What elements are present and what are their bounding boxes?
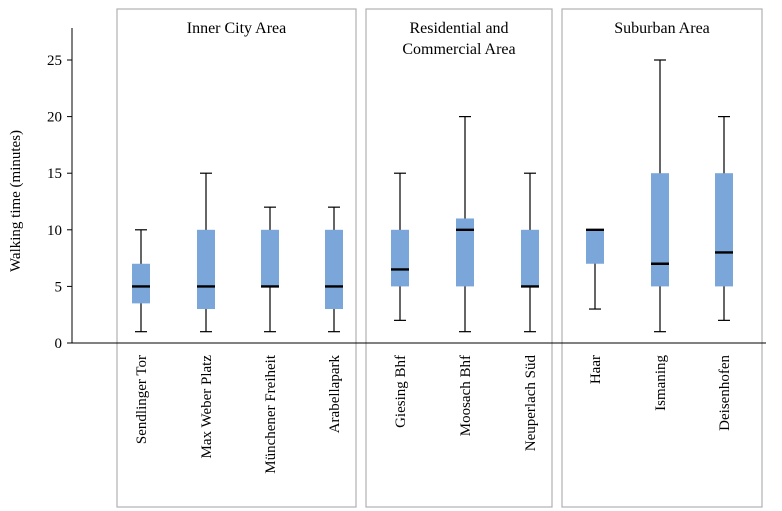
y-tick-label: 25 bbox=[47, 53, 62, 69]
axes: 0 5 10 15 20 25 bbox=[47, 28, 766, 352]
box-sendlinger-tor bbox=[132, 229, 150, 333]
station-labels: Sendlinger Tor Max Weber Platz Münchener F… bbox=[134, 354, 733, 474]
station-label: Ismaning bbox=[653, 355, 669, 411]
y-tick-label: 15 bbox=[47, 166, 62, 182]
y-tick-label: 20 bbox=[47, 110, 62, 126]
station-label: Deisenhofen bbox=[717, 355, 733, 431]
iqr-box bbox=[391, 229, 409, 287]
station-label: Haar bbox=[588, 355, 604, 384]
box-deisenhofen bbox=[715, 115, 733, 321]
box-haar bbox=[586, 228, 604, 310]
y-tick-label: 0 bbox=[55, 336, 63, 352]
iqr-box bbox=[651, 173, 669, 287]
iqr-box bbox=[715, 173, 733, 287]
group-panels: Inner City Area Residential and Commercial… bbox=[116, 8, 763, 508]
box-max-weber-platz bbox=[197, 172, 215, 333]
iqr-box bbox=[197, 229, 215, 310]
y-tick-label: 5 bbox=[55, 279, 63, 295]
iqr-box bbox=[132, 263, 150, 304]
station-label: Neuperlach Süd bbox=[523, 355, 539, 452]
box-arabellapark bbox=[325, 206, 343, 333]
iqr-box bbox=[456, 218, 474, 287]
group-title: Residential and bbox=[409, 20, 508, 37]
boxes bbox=[132, 59, 733, 333]
box-giesing-bhf bbox=[391, 172, 409, 321]
group-panel bbox=[365, 8, 553, 508]
station-label: Münchener Freiheit bbox=[263, 354, 279, 474]
box-ismaning bbox=[651, 59, 669, 333]
group-title: Inner City Area bbox=[187, 20, 287, 37]
iqr-box bbox=[261, 229, 279, 287]
station-label: Arabellapark bbox=[327, 355, 343, 434]
group-title: Commercial Area bbox=[402, 41, 515, 58]
box-neuperlach-s-d bbox=[521, 172, 539, 333]
iqr-box bbox=[521, 229, 539, 287]
box-moosach-bhf bbox=[456, 115, 474, 333]
group-panel bbox=[116, 8, 357, 508]
y-tick-label: 10 bbox=[47, 223, 62, 239]
station-label: Sendlinger Tor bbox=[134, 355, 150, 444]
y-axis-label: Walking time (minutes) bbox=[8, 130, 24, 272]
group-panel bbox=[561, 8, 763, 508]
station-label: Moosach Bhf bbox=[458, 355, 474, 436]
iqr-box bbox=[325, 229, 343, 310]
station-label: Giesing Bhf bbox=[393, 355, 409, 428]
iqr-box bbox=[586, 229, 604, 264]
station-label: Max Weber Platz bbox=[199, 355, 215, 459]
box-m-nchener-freiheit bbox=[261, 206, 279, 333]
group-title: Suburban Area bbox=[614, 20, 710, 37]
